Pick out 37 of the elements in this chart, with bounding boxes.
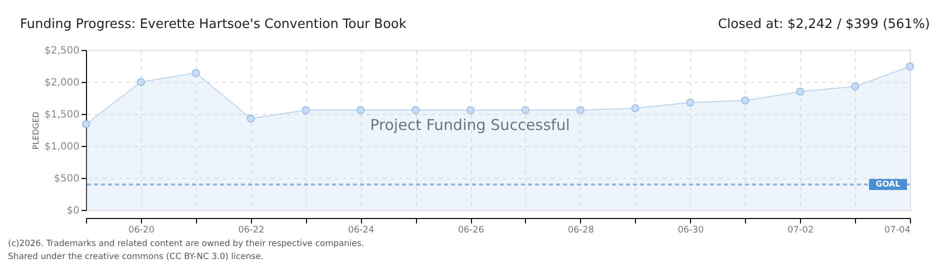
y-tick-label: $2,500 [44,46,80,56]
y-axis-title: PLEDGED [32,112,41,150]
point [521,106,530,114]
y-tick-label: $0 [66,206,80,216]
point [466,106,475,114]
x-tick-label: 07-02 [788,226,814,236]
point [631,104,640,112]
x-tick-label: 06-22 [238,226,264,236]
point [412,106,420,114]
point [136,78,145,86]
x-tick-label: 06-20 [128,226,155,236]
point [851,82,860,91]
x-tick-label: 07-04 [884,226,911,236]
point [302,106,310,114]
point [356,106,365,114]
x-tick-label: 06-24 [348,226,375,236]
point [686,98,694,107]
y-tick-label: $1,500 [44,110,80,120]
ref-line-label: GOAL [876,179,900,188]
chart-subtitle: Closed at: $2,242 / $399 (561%) [718,17,930,32]
x-tick-label: 06-30 [678,226,704,236]
annotation: Project Funding Successful [370,116,570,134]
point [796,88,804,96]
point [246,114,255,123]
y-tick-label: $500 [54,174,80,184]
y-tick-label: $2,000 [44,78,80,88]
x-tick-label: 06-26 [458,226,484,236]
point [906,62,914,71]
text: (c)2026. Trademarks and related content are owned by their respective companies. [8,239,364,249]
point [741,96,750,105]
point [576,106,584,114]
x-tick-label: 06-28 [568,226,594,236]
text: Shared under the creative commons (CC BY-NC 3.0) license. [8,252,264,262]
chart-title: Funding Progress: Everette Hartsoe's Convention Tour Book [20,17,407,32]
point [192,69,200,78]
y-tick-label: $1,000 [44,142,80,152]
point [82,120,90,128]
